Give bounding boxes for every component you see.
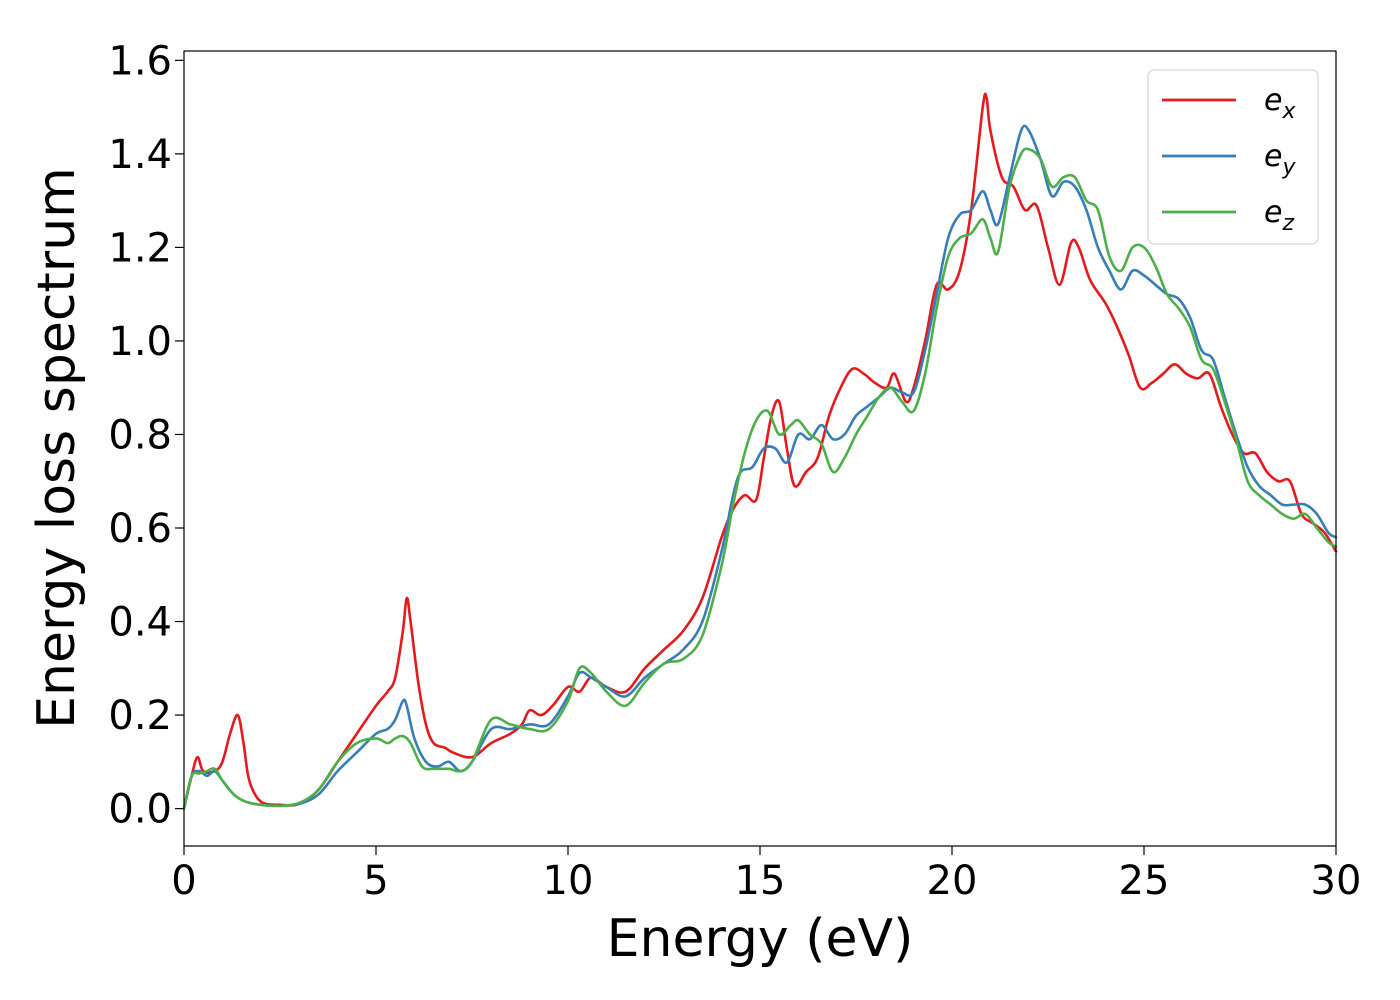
legend-label-e-z: ez — [1264, 195, 1294, 236]
y-tick-label: 1.2 — [108, 225, 172, 271]
x-tick-label: 10 — [543, 858, 594, 904]
y-tick-label: 1.0 — [108, 319, 172, 365]
y-axis-ticks: 0.0 0.2 0.4 0.6 0.8 1.0 1.2 1.4 1.6 — [108, 38, 184, 833]
x-axis-title: Energy (eV) — [607, 909, 914, 969]
series-layer — [182, 92, 1338, 810]
legend-label-e-y: ey — [1264, 139, 1296, 180]
y-tick-label: 1.6 — [108, 38, 172, 84]
x-tick-label: 30 — [1311, 858, 1362, 904]
x-tick-label: 15 — [735, 858, 786, 904]
legend-label-e-x: ex — [1264, 83, 1296, 124]
series-line-e-z — [182, 147, 1338, 810]
y-tick-label: 0.6 — [108, 506, 172, 552]
legend: ex ey ez — [1147, 69, 1319, 245]
y-axis-title: Energy loss spectrum — [27, 167, 87, 729]
series-line-e-x — [182, 92, 1338, 810]
x-tick-label: 20 — [927, 858, 978, 904]
x-tick-label: 0 — [171, 858, 196, 904]
x-tick-label: 5 — [363, 858, 388, 904]
y-tick-label: 0.8 — [108, 412, 172, 458]
x-axis-ticks: 0 5 10 15 20 25 30 — [171, 846, 1361, 904]
y-tick-label: 1.4 — [108, 132, 172, 178]
x-tick-label: 25 — [1119, 858, 1170, 904]
legend-items: ex ey ez — [1162, 83, 1296, 236]
series-line-e-y — [182, 124, 1338, 810]
y-tick-label: 0.4 — [108, 600, 172, 646]
y-tick-label: 0.2 — [108, 693, 172, 739]
y-tick-label: 0.0 — [108, 787, 172, 833]
